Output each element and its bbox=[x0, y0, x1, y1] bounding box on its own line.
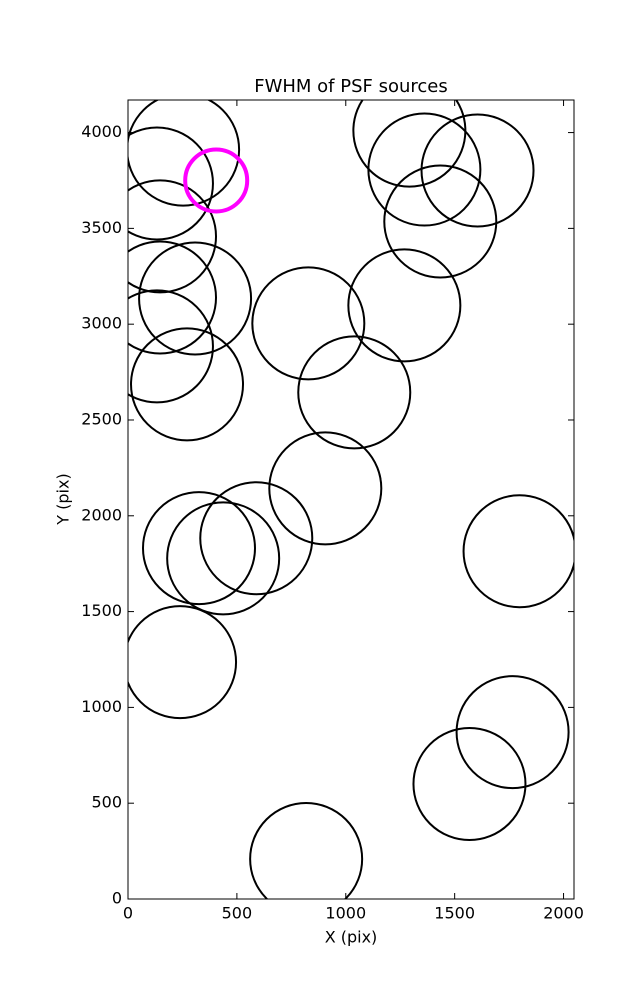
y-tick-label: 500 bbox=[91, 793, 122, 812]
psf-source bbox=[166, 501, 281, 616]
x-tick-label: 500 bbox=[222, 904, 253, 923]
y-tick-label: 2500 bbox=[81, 409, 122, 428]
psf-source bbox=[128, 289, 214, 404]
psf-source bbox=[420, 113, 535, 228]
psf-source bbox=[128, 179, 217, 294]
psf-source bbox=[455, 675, 570, 790]
plot-area bbox=[128, 100, 574, 899]
plot-frame bbox=[127, 99, 575, 900]
psf-source bbox=[367, 112, 482, 227]
y-tick-label: 0 bbox=[112, 889, 122, 908]
y-tick-label: 3500 bbox=[81, 218, 122, 237]
psf-source bbox=[128, 100, 241, 207]
psf-source bbox=[297, 335, 412, 450]
y-tick-label: 1000 bbox=[81, 697, 122, 716]
psf-source bbox=[128, 240, 217, 355]
y-tick-label: 1500 bbox=[81, 601, 122, 620]
psf-source bbox=[268, 431, 383, 546]
chart-title: FWHM of PSF sources bbox=[254, 76, 448, 97]
x-tick-label: 1500 bbox=[434, 904, 475, 923]
psf-source bbox=[462, 494, 574, 609]
psf-source bbox=[412, 727, 527, 842]
psf-source bbox=[128, 605, 238, 720]
psf-source bbox=[199, 481, 314, 596]
psf-source bbox=[383, 164, 498, 279]
psf-source bbox=[251, 266, 366, 381]
psf-source bbox=[183, 147, 250, 214]
psf-source bbox=[141, 491, 256, 606]
psf-source bbox=[347, 248, 462, 363]
y-tick-label: 3000 bbox=[81, 314, 122, 333]
psf-source bbox=[130, 327, 245, 442]
psf-source bbox=[128, 126, 214, 241]
y-axis-label: Y (pix) bbox=[54, 473, 73, 525]
y-tick-label: 4000 bbox=[81, 122, 122, 141]
x-tick-label: 2000 bbox=[543, 904, 584, 923]
psf-source bbox=[138, 241, 253, 356]
x-axis-label: X (pix) bbox=[325, 928, 378, 947]
x-tick-label: 1000 bbox=[325, 904, 366, 923]
psf-source bbox=[249, 801, 364, 899]
y-tick-label: 2000 bbox=[81, 505, 122, 524]
x-tick-label: 0 bbox=[123, 904, 133, 923]
